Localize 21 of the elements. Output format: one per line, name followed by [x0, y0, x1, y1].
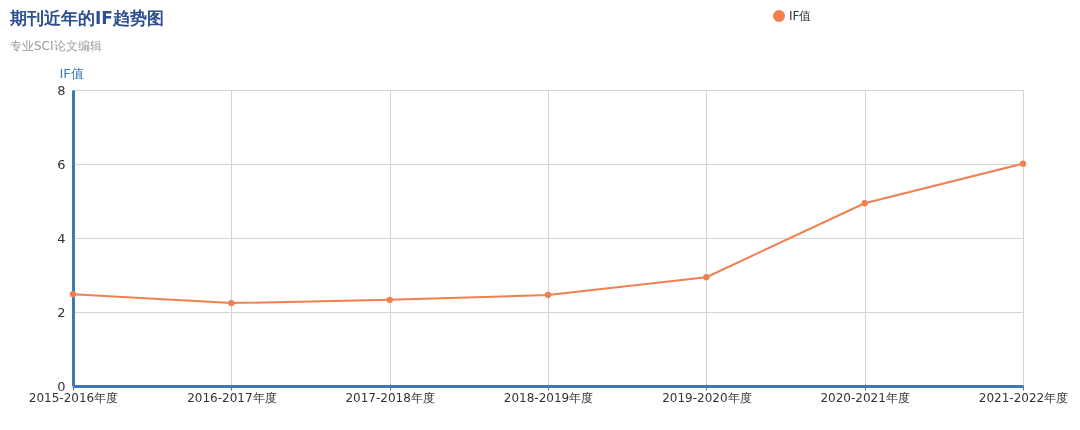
- x-tick-label: 2018-2019年度: [503, 390, 594, 405]
- point: [386, 296, 393, 303]
- point: [1019, 160, 1027, 167]
- point: [544, 291, 552, 299]
- x-tick-label: 2017-2018年度: [345, 390, 435, 405]
- x-tick-label: 2019-2020年度: [662, 390, 752, 405]
- point: [228, 299, 235, 307]
- y-tick-label: 8: [57, 82, 66, 98]
- y-axis-title: IF值: [59, 65, 84, 81]
- x-tick-label: 2020-2021年度: [820, 390, 910, 405]
- y-tick-label: 6: [57, 156, 66, 172]
- legend-label: IF值: [789, 9, 812, 23]
- point: [69, 291, 77, 298]
- y-tick-label: 2: [57, 304, 66, 320]
- y-tick-label: 4: [57, 230, 66, 246]
- x-tick-label: 2021-2022年度: [978, 390, 1069, 405]
- point: [703, 274, 710, 281]
- point: [861, 200, 868, 207]
- chart-subtitle: 专业SCI论文编辑: [10, 38, 102, 55]
- chart-title: 期刊近年的IF趋势图: [10, 7, 164, 30]
- x-tick-label: 2016-2017年度: [187, 390, 277, 405]
